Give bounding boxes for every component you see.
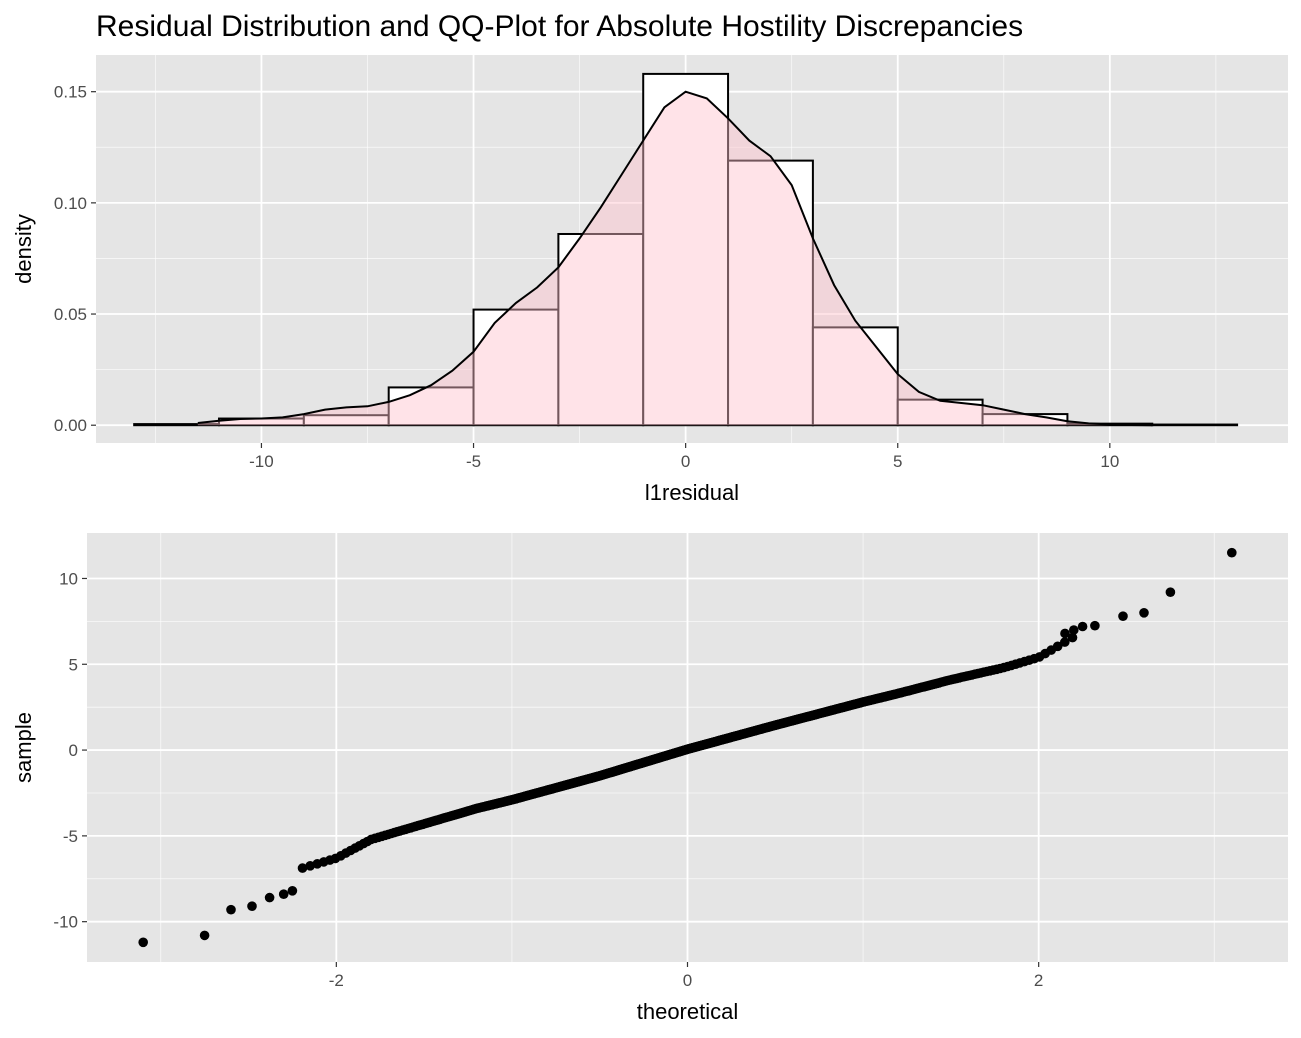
x-tick-label: 10 xyxy=(1100,452,1119,471)
histogram-bar xyxy=(472,308,560,427)
qq-point xyxy=(1227,547,1237,558)
histogram-x-axis-label: l1residual xyxy=(645,480,739,505)
x-tick-label: 5 xyxy=(893,452,902,471)
y-tick-label: 5 xyxy=(69,655,78,674)
density-curve xyxy=(197,90,1153,427)
x-tick-label: 2 xyxy=(1034,971,1043,990)
x-tick-label: -2 xyxy=(329,971,344,990)
histogram-bar xyxy=(387,386,475,427)
y-tick-label: 0 xyxy=(69,741,78,760)
x-tick-label: 0 xyxy=(681,452,690,471)
qq-point xyxy=(1060,637,1070,647)
histogram-panel: -10 -5 0 5 10 0.00 0.05 0.10 0.15 l1residual den… xyxy=(11,55,1288,505)
x-tick-label: 0 xyxy=(683,971,692,990)
qq-plot-y-axis-label: sample xyxy=(11,712,36,783)
histogram-y-axis-label: density xyxy=(11,214,36,284)
qq-point xyxy=(287,886,298,896)
x-tick-label: -5 xyxy=(466,452,481,471)
qq-point xyxy=(138,937,148,948)
qq-plot-x-axis-label: theoretical xyxy=(637,999,739,1024)
qq-point xyxy=(1067,632,1078,643)
qq-point xyxy=(1118,611,1128,621)
histogram-bar xyxy=(811,326,899,427)
qq-plot-panel: -2 0 2 -10 -5 0 5 10 theoretical sample xyxy=(11,533,1288,1024)
qq-plot-axes: -2 0 2 -10 -5 0 5 10 xyxy=(53,569,1043,990)
density-area xyxy=(197,91,1153,426)
qq-point xyxy=(199,930,210,941)
y-tick-label: 0.10 xyxy=(54,194,87,213)
qq-point xyxy=(1069,625,1079,635)
x-tick-label: -10 xyxy=(249,452,274,471)
histogram-bar xyxy=(1151,423,1239,427)
histogram-bar xyxy=(642,72,730,427)
chart-title: Residual Distribution and QQ-Plot for Ab… xyxy=(96,10,1023,43)
histogram-marks xyxy=(133,72,1239,427)
y-tick-label: 0.05 xyxy=(54,305,87,324)
qq-point xyxy=(1052,641,1063,652)
qq-point xyxy=(1165,587,1176,597)
qq-point xyxy=(1090,620,1100,631)
qq-point xyxy=(278,889,289,899)
y-tick-label: 0.00 xyxy=(54,416,87,435)
y-tick-label: -10 xyxy=(53,913,78,932)
y-tick-label: -5 xyxy=(63,827,78,846)
y-tick-label: 10 xyxy=(59,569,78,588)
qq-point xyxy=(264,892,275,903)
y-tick-label: 0.15 xyxy=(54,83,87,102)
histogram-bar xyxy=(557,232,645,427)
qq-point xyxy=(297,863,308,873)
qq-plot-marks xyxy=(138,547,1237,948)
histogram-axes: -10 -5 0 5 10 0.00 0.05 0.10 0.15 xyxy=(54,83,1119,471)
qq-point xyxy=(247,901,257,911)
qq-point xyxy=(226,904,236,915)
qq-point xyxy=(1139,608,1149,618)
qq-point xyxy=(1060,628,1070,639)
qq-point xyxy=(1077,621,1088,632)
